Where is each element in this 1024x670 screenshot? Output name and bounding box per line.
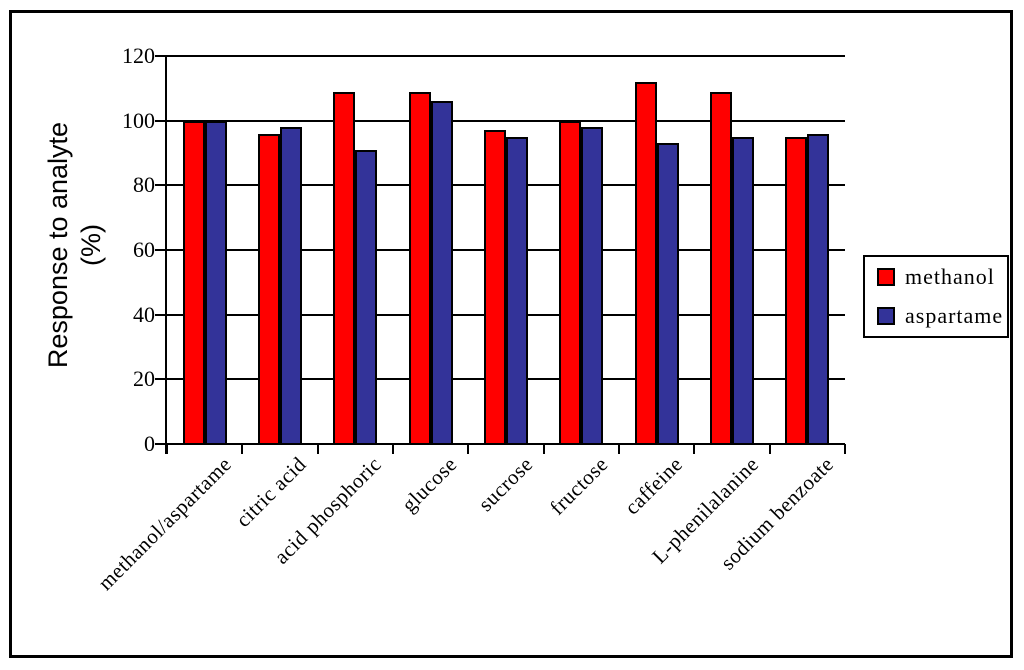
- y-tick-label-20: 20: [133, 366, 155, 392]
- y-tick-80: [155, 184, 167, 187]
- x-tick-8: [768, 444, 771, 454]
- x-tick-9: [844, 444, 846, 454]
- y-tick-label-40: 40: [133, 301, 155, 327]
- bar-methanol-sucrose: [484, 130, 506, 444]
- x-tick-5: [542, 444, 545, 454]
- y-tick-20: [155, 378, 167, 381]
- y-tick-40: [155, 313, 167, 316]
- x-tick-0: [166, 444, 168, 454]
- x-axis-line: [167, 443, 845, 445]
- y-tick-label-100: 100: [122, 107, 155, 133]
- y-axis-line: [165, 56, 167, 454]
- gridline-120: [167, 55, 845, 57]
- x-tick-3: [392, 444, 394, 454]
- bar-methanol-sodium-benzoate: [785, 137, 807, 444]
- bar-aspartame-sucrose: [506, 137, 528, 444]
- bar-aspartame-l-phenilalanine: [732, 137, 754, 444]
- y-tick-label-0: 0: [144, 431, 155, 456]
- y-tick-100: [155, 119, 167, 122]
- bar-methanol-glucose: [409, 92, 431, 444]
- gridline-100: [167, 119, 845, 122]
- bar-aspartame-glucose: [431, 101, 453, 444]
- y-tick-120: [155, 55, 167, 57]
- legend-swatch-aspartame: [877, 307, 895, 326]
- legend-label-aspartame: aspartame: [905, 303, 1004, 329]
- x-tick-1: [241, 444, 244, 454]
- bar-methanol-acid-phosphoric: [333, 92, 355, 444]
- bar-methanol-caffeine: [635, 82, 657, 444]
- legend-item-aspartame: aspartame: [877, 303, 1007, 329]
- bar-methanol-citric-acid: [258, 134, 280, 444]
- x-tick-2: [316, 444, 319, 454]
- y-tick-60: [155, 249, 167, 251]
- legend-label-methanol: methanol: [905, 263, 995, 289]
- y-tick-label-120: 120: [122, 43, 155, 68]
- x-tick-7: [693, 444, 696, 454]
- bar-methanol-fructose: [559, 121, 581, 444]
- bar-aspartame-caffeine: [657, 143, 679, 444]
- y-tick-0: [155, 443, 167, 445]
- x-tick-4: [467, 444, 470, 454]
- legend-swatch-methanol: [877, 267, 895, 286]
- y-tick-label-80: 80: [133, 172, 155, 198]
- legend: methanol aspartame: [863, 255, 1009, 338]
- legend-item-methanol: methanol: [877, 264, 1007, 290]
- x-tick-6: [618, 444, 620, 454]
- bar-aspartame-citric-acid: [280, 127, 302, 444]
- bar-aspartame-methanol-aspartame: [205, 121, 227, 444]
- bar-aspartame-acid-phosphoric: [355, 150, 377, 444]
- y-tick-label-60: 60: [133, 237, 155, 262]
- bar-methanol-methanol-aspartame: [183, 121, 205, 444]
- bar-methanol-l-phenilalanine: [710, 92, 732, 444]
- bar-aspartame-sodium-benzoate: [807, 134, 829, 444]
- bar-aspartame-fructose: [581, 127, 603, 444]
